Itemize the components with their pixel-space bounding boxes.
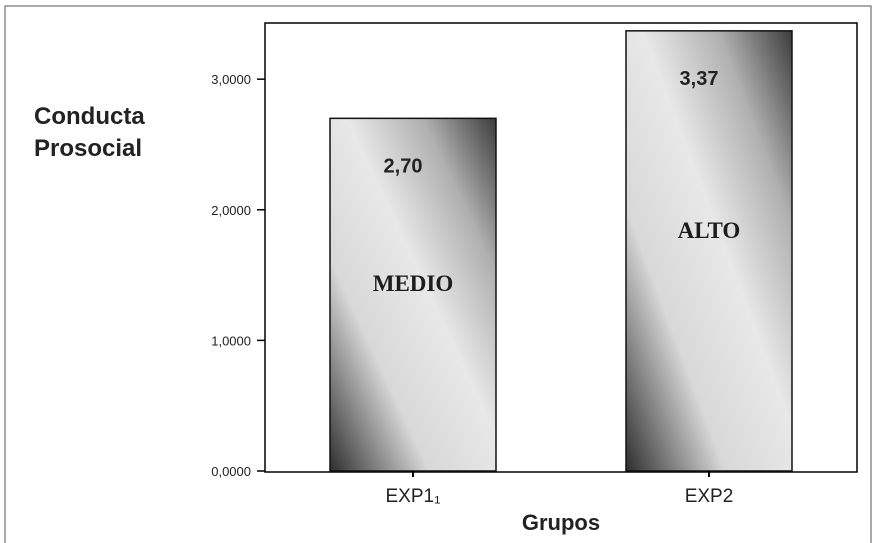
bar [625, 30, 793, 472]
x-tick-label: EXP2 [685, 486, 734, 507]
y-axis-title-line1: Conducta [34, 103, 145, 130]
plot-area [264, 22, 858, 473]
bar [329, 117, 497, 472]
data-label: 2,70 [384, 155, 423, 177]
y-tick-label: 0,0000 [211, 464, 251, 479]
y-axis-title-line2: Prosocial [34, 135, 142, 162]
y-axis: 0,0000 1,0000 2,0000 3,0000 [211, 72, 265, 479]
data-label: 3,37 [680, 68, 719, 90]
bar-inner-label: MEDIO [373, 271, 454, 296]
x-axis-title: Grupos [522, 510, 600, 535]
y-tick-label: 1,0000 [211, 333, 251, 348]
x-tick-label: EXP1₁ [386, 486, 441, 507]
figure-frame [4, 5, 872, 543]
x-axis: EXP1₁ EXP2 [386, 471, 734, 507]
y-tick-label: 2,0000 [211, 203, 251, 218]
y-tick-label: 3,0000 [211, 72, 251, 87]
bar-inner-label: ALTO [678, 218, 741, 243]
bars: 2,70 MEDIO 3,37 ALTO [329, 30, 793, 472]
